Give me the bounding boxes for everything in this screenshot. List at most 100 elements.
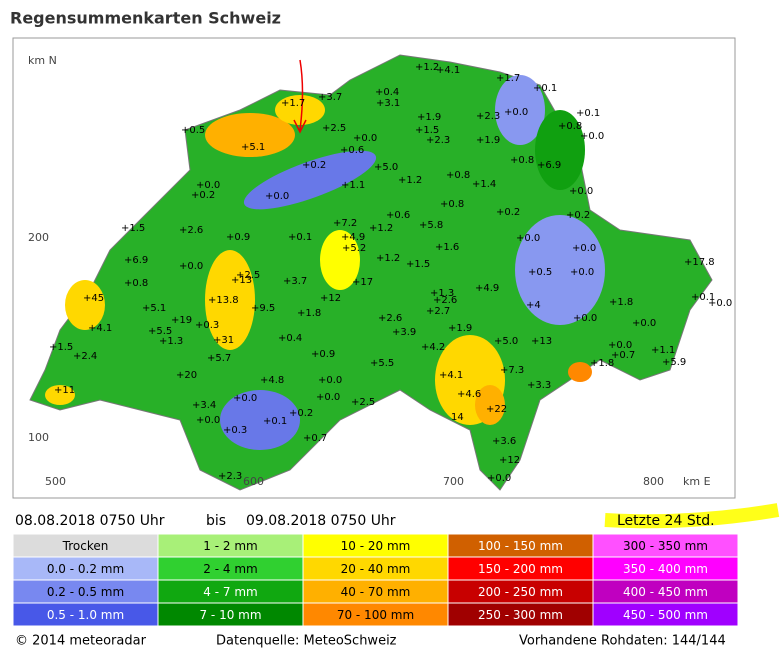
station-value: +0.0 xyxy=(179,261,203,272)
legend-label: 350 - 400 mm xyxy=(623,562,708,576)
station-value: +4.1 xyxy=(436,65,460,76)
raw-data: Vorhandene Rohdaten: 144/144 xyxy=(519,634,726,649)
station-value: +0.0 xyxy=(504,107,528,118)
highlight xyxy=(604,503,780,529)
station-value: +4.9 xyxy=(341,232,365,243)
copyright: © 2014 meteoradar xyxy=(15,634,147,649)
station-value: 14 xyxy=(451,412,464,423)
station-value: +6.9 xyxy=(124,255,148,266)
station-value: +13 xyxy=(231,275,252,286)
station-value: +0.7 xyxy=(303,433,327,444)
legend-label: 450 - 500 mm xyxy=(623,608,708,622)
station-value: +4.8 xyxy=(260,375,284,386)
station-value: +1.9 xyxy=(417,112,441,123)
legend-label: 1 - 2 mm xyxy=(203,539,257,553)
axis-label: 800 xyxy=(643,475,664,488)
station-value: +2.4 xyxy=(73,351,97,362)
axis-label: 600 xyxy=(243,475,264,488)
station-value: +0.4 xyxy=(278,333,302,344)
station-value: +0.8 xyxy=(558,121,582,132)
station-value: +1.8 xyxy=(609,297,633,308)
period-span: Letzte 24 Std. xyxy=(617,513,715,529)
station-value: +5.5 xyxy=(148,326,172,337)
station-value: +1.8 xyxy=(297,308,321,319)
station-value: +2.6 xyxy=(433,295,457,306)
station-value: +4.6 xyxy=(457,389,481,400)
legend-label: 100 - 150 mm xyxy=(478,539,563,553)
axis-label: km E xyxy=(683,475,711,488)
station-value: +2.5 xyxy=(322,123,346,134)
legend-label: 0.2 - 0.5 mm xyxy=(47,585,124,599)
legend-label: 70 - 100 mm xyxy=(337,608,414,622)
station-value: +0.0 xyxy=(318,375,342,386)
station-value: +0.2 xyxy=(191,190,215,201)
station-value: +0.0 xyxy=(570,267,594,278)
legend: Trocken 0.0 - 0.2 mm 0.2 - 0.5 mm 0.5 - 1.0… xyxy=(12,533,739,627)
station-value: +0.0 xyxy=(569,186,593,197)
station-value: +3.4 xyxy=(192,400,216,411)
station-value: +0.1 xyxy=(533,83,557,94)
legend-label: 2 - 4 mm xyxy=(203,562,257,576)
station-value: +5.8 xyxy=(419,220,443,231)
station-value: +1.1 xyxy=(651,345,675,356)
station-value: +0.6 xyxy=(340,145,364,156)
station-value: +0.6 xyxy=(386,210,410,221)
station-value: +0.2 xyxy=(496,207,520,218)
station-value: +0.2 xyxy=(289,408,313,419)
station-value: +0.0 xyxy=(316,392,340,403)
station-value: +19 xyxy=(171,315,192,326)
station-value: +31 xyxy=(213,335,234,346)
station-value: +3.1 xyxy=(376,98,400,109)
station-value: +1.9 xyxy=(448,323,472,334)
station-value: +0.7 xyxy=(611,350,635,361)
station-value: +0.0 xyxy=(487,473,511,484)
station-value: +5.0 xyxy=(494,336,518,347)
station-value: +17.8 xyxy=(684,257,715,268)
station-value: +5.2 xyxy=(342,243,366,254)
legend-label: 150 - 200 mm xyxy=(478,562,563,576)
station-value: +0.1 xyxy=(576,108,600,119)
station-value: +2.3 xyxy=(476,111,500,122)
station-value: +12 xyxy=(320,293,341,304)
station-value: +1.3 xyxy=(430,288,454,299)
station-value: +0.0 xyxy=(608,340,632,351)
station-value: +1.4 xyxy=(472,179,496,190)
source: Datenquelle: MeteoSchweiz xyxy=(216,634,397,649)
station-value: +5.7 xyxy=(207,353,231,364)
axis-label: 500 xyxy=(45,475,66,488)
station-value: +2.5 xyxy=(351,397,375,408)
station-value: +0.8 xyxy=(124,278,148,289)
station-value: +3.7 xyxy=(318,92,342,103)
station-value: +1.2 xyxy=(369,223,393,234)
station-value: +12 xyxy=(499,455,520,466)
station-value: +13 xyxy=(531,336,552,347)
station-value: +3.3 xyxy=(527,380,551,391)
station-value: +1.5 xyxy=(415,125,439,136)
station-value: +5.5 xyxy=(370,358,394,369)
legend-label: 250 - 300 mm xyxy=(478,608,563,622)
station-value: +1.7 xyxy=(496,73,520,84)
station-value: +0.0 xyxy=(580,131,604,142)
stations: +1.2+4.1+1.7+0.1+3.7 +0.4+3.1+1.7+1.9 +2.3… xyxy=(49,62,732,484)
station-value: +0.0 xyxy=(265,191,289,202)
station-value: +0.0 xyxy=(632,318,656,329)
station-value: +0.0 xyxy=(196,415,220,426)
legend-label: 0.0 - 0.2 mm xyxy=(47,562,124,576)
station-value: +2.3 xyxy=(426,135,450,146)
station-value: +0.0 xyxy=(708,298,732,309)
station-value: +1.5 xyxy=(406,259,430,270)
station-value: +0.5 xyxy=(528,267,552,278)
station-value: +0.0 xyxy=(196,180,220,191)
station-value: +1.5 xyxy=(121,223,145,234)
station-value: +22 xyxy=(486,404,507,415)
station-value: +1.3 xyxy=(159,336,183,347)
station-value: +1.2 xyxy=(415,62,439,73)
axis-label: 700 xyxy=(443,475,464,488)
map xyxy=(29,54,713,491)
station-value: +0.2 xyxy=(302,160,326,171)
legend-swatch xyxy=(592,602,739,627)
station-value: +0.0 xyxy=(573,313,597,324)
station-value: +17 xyxy=(352,277,373,288)
legend-label: 0.5 - 1.0 mm xyxy=(47,608,124,622)
date-to: 09.08.2018 0750 Uhr xyxy=(246,513,396,529)
